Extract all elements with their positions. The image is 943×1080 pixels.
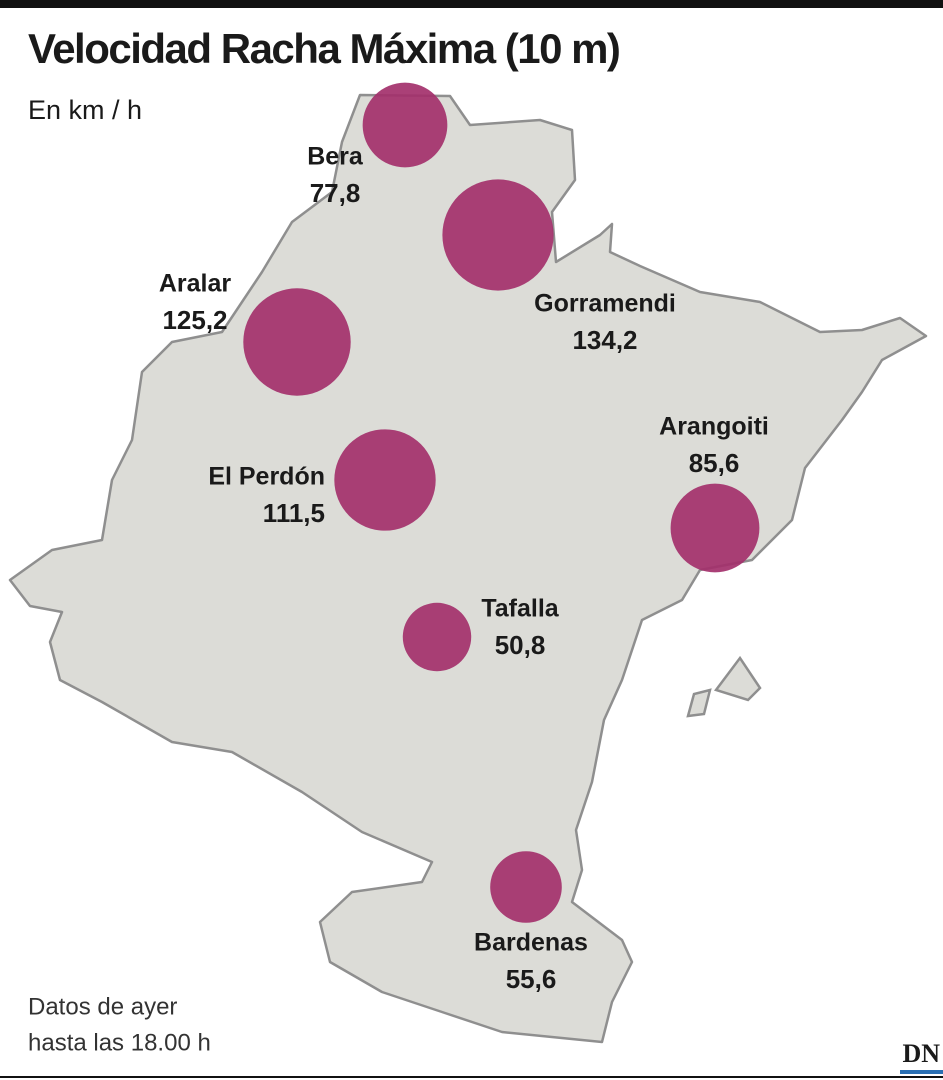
enclave [686,688,712,718]
station-name: Aralar [159,270,232,298]
top-bar [0,0,943,8]
region-outline [8,93,928,1044]
station-bubble [670,483,760,573]
title: Velocidad Racha Máxima (10 m) [28,25,619,72]
station-bubble [362,82,448,168]
station-bubble [442,179,554,291]
station-name: Tafalla [481,595,559,623]
station-name: El Perdón [208,463,325,491]
footnote: hasta las 18.00 h [28,1029,211,1056]
stations [243,82,760,923]
station-value: 77,8 [310,178,361,208]
station-value: 85,6 [689,448,740,478]
logo: DN [902,1039,940,1068]
station-value: 134,2 [572,325,637,355]
station-value: 125,2 [162,305,227,335]
station-name: Gorramendi [534,290,676,318]
enclave [713,655,762,702]
logo-bar [900,1070,943,1074]
station-name: Arangoiti [659,413,769,441]
station-value: 50,8 [495,630,546,660]
bottom-rule [0,1076,943,1078]
station-value: 55,6 [506,964,557,994]
station-bubble [402,602,472,672]
station-value: 111,5 [263,498,325,528]
footnote: Datos de ayer [28,993,177,1020]
station-bubble [334,429,436,531]
station-name: Bardenas [474,929,588,957]
station-bubble [490,851,562,923]
station-bubble [243,288,351,396]
subtitle: En km / h [28,95,142,125]
station-name: Bera [307,143,364,171]
